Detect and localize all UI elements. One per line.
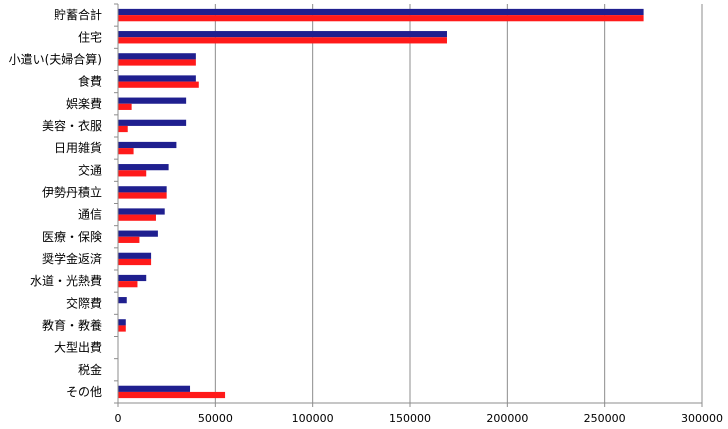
- category-label: 大型出費: [54, 340, 102, 355]
- bar-series-2: [118, 125, 128, 133]
- category-label: 交通: [78, 162, 102, 177]
- bar-series-2: [118, 103, 132, 110]
- bar-series-1: [118, 319, 126, 326]
- category-label: 伊勢丹積立: [42, 184, 102, 199]
- bar-series-1: [118, 119, 187, 126]
- x-tick-label: 0: [115, 412, 122, 425]
- x-tick-label: 200000: [486, 412, 528, 425]
- axes: [114, 3, 703, 407]
- category-label: 通信: [78, 208, 102, 222]
- category-label: 日用雑貨: [54, 140, 102, 155]
- bar-series-2: [118, 325, 126, 332]
- x-tick-label: 50000: [198, 412, 233, 425]
- category-label: 奨学金返済: [42, 251, 102, 266]
- category-label: 税金: [78, 362, 102, 377]
- bar-series-1: [118, 53, 196, 60]
- bar-series-2: [118, 236, 140, 243]
- category-label: 食費: [78, 74, 102, 89]
- category-label: 教育・教養: [42, 317, 102, 332]
- x-tick-label: 250000: [584, 412, 626, 425]
- bar-series-1: [118, 385, 191, 392]
- bar-series-2: [118, 258, 152, 266]
- bar-series-1: [118, 97, 187, 104]
- bar-series-1: [118, 164, 169, 171]
- category-label: 医療・保険: [42, 230, 102, 244]
- x-tick-label: 150000: [389, 412, 431, 425]
- bar-series-1: [118, 297, 127, 304]
- x-tick-labels: 0 50000 100000 150000 200000 250000 300000: [115, 412, 724, 425]
- category-label: 小遣い(夫婦合算): [9, 51, 102, 66]
- bar-series-2: [118, 214, 156, 221]
- bar-series-1: [118, 230, 158, 237]
- category-label: その他: [66, 385, 102, 399]
- bar-series-2: [118, 59, 196, 66]
- category-label: 貯蓄合計: [54, 7, 102, 22]
- bar-series-1: [118, 141, 177, 149]
- x-tick-label: 100000: [292, 412, 334, 425]
- bar-series-2: [118, 391, 226, 399]
- bar-series-2: [118, 81, 199, 88]
- bar-series-1: [118, 208, 165, 215]
- bar-series-1: [118, 75, 196, 82]
- bar-series-2: [118, 15, 644, 22]
- category-label: 娯楽費: [66, 96, 102, 111]
- bars: [118, 8, 644, 399]
- bar-series-2: [118, 281, 138, 288]
- category-label: 交際費: [66, 295, 102, 310]
- bar-series-1: [118, 274, 147, 282]
- bar-series-1: [118, 252, 152, 259]
- category-label: 美容・衣服: [42, 118, 102, 133]
- category-label: 水道・光熱費: [30, 273, 102, 288]
- bar-series-2: [118, 37, 447, 44]
- gridlines: [214, 4, 703, 403]
- bar-series-2: [118, 192, 167, 199]
- bar-series-2: [118, 170, 147, 177]
- x-tick-label: 300000: [681, 412, 723, 425]
- bar-series-1: [118, 8, 644, 16]
- category-label: 住宅: [78, 29, 102, 44]
- bar-series-2: [118, 148, 134, 155]
- bar-series-1: [118, 31, 447, 38]
- bar-series-1: [118, 186, 167, 193]
